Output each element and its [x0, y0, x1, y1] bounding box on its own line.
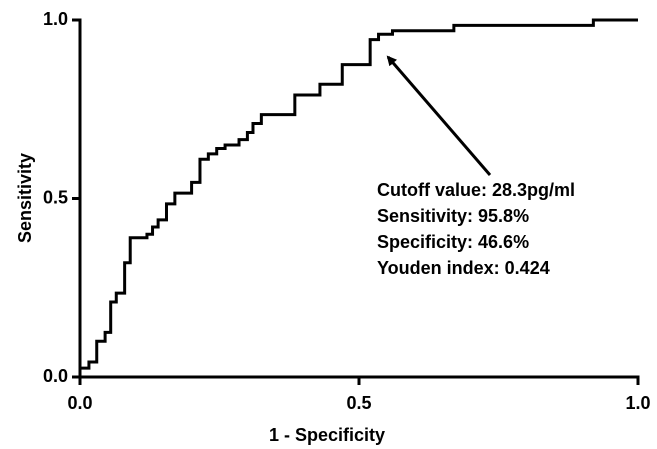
y-tick-label: 0.0 — [43, 366, 68, 386]
annotation: Youden index: 0.424 — [377, 258, 550, 278]
x-tick-label: 0.0 — [67, 393, 92, 413]
annotation-arrow — [386, 55, 492, 176]
roc-curve — [78, 18, 638, 377]
annotation: Specificity: 46.6% — [377, 232, 529, 252]
x-axis-label: 1 - Specificity — [269, 425, 385, 445]
y-tick-label: 0.5 — [43, 187, 68, 207]
y-axis-label: Sensitivity — [15, 153, 35, 243]
annotation: Sensitivity: 95.8% — [377, 206, 529, 226]
x-tick-label: 0.5 — [346, 393, 371, 413]
x-tick-label: 1.0 — [625, 393, 650, 413]
y-tick-label: 1.0 — [43, 9, 68, 29]
annotation: Cutoff value: 28.3pg/ml — [377, 180, 575, 200]
